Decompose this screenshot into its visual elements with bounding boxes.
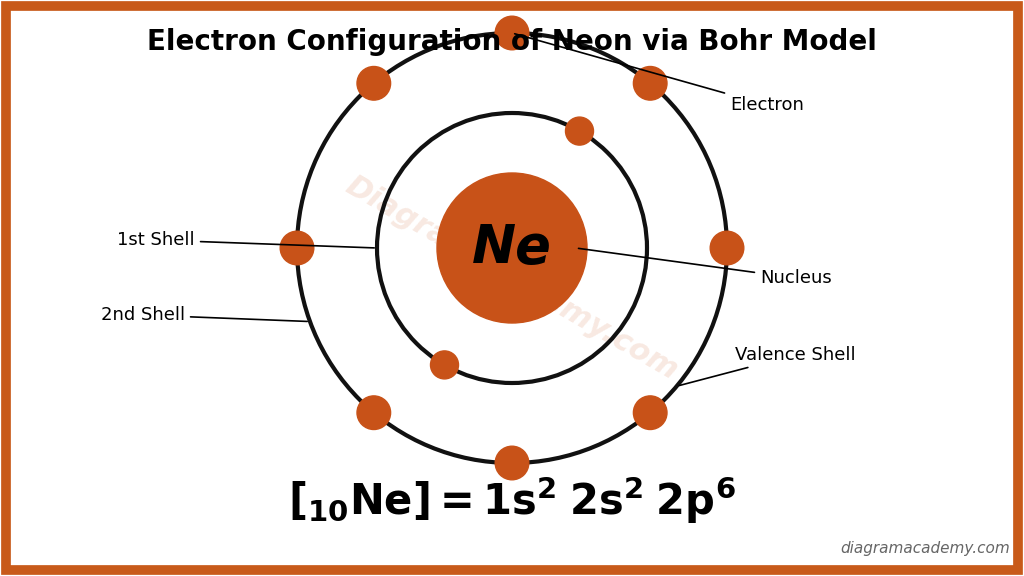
Text: Nucleus: Nucleus bbox=[579, 248, 831, 287]
Circle shape bbox=[357, 66, 390, 100]
Text: Ne: Ne bbox=[472, 222, 552, 274]
Text: Diagramacademy.com: Diagramacademy.com bbox=[341, 170, 683, 385]
Circle shape bbox=[711, 231, 743, 265]
Text: diagramacademy.com: diagramacademy.com bbox=[841, 541, 1010, 556]
Circle shape bbox=[496, 16, 528, 50]
Text: 1st Shell: 1st Shell bbox=[118, 231, 374, 249]
Circle shape bbox=[437, 173, 587, 323]
Circle shape bbox=[281, 231, 313, 265]
Circle shape bbox=[634, 396, 667, 430]
Text: Electron Configuration of Neon via Bohr Model: Electron Configuration of Neon via Bohr … bbox=[147, 28, 877, 56]
Circle shape bbox=[357, 396, 390, 430]
Circle shape bbox=[496, 446, 528, 480]
Circle shape bbox=[565, 117, 594, 145]
Text: Valence Shell: Valence Shell bbox=[679, 346, 856, 385]
Circle shape bbox=[634, 66, 667, 100]
Text: Electron: Electron bbox=[515, 34, 804, 114]
Circle shape bbox=[430, 351, 459, 379]
Text: $\mathbf{[_{10}Ne] = 1s^2\;2s^2\;2p^6}$: $\mathbf{[_{10}Ne] = 1s^2\;2s^2\;2p^6}$ bbox=[288, 474, 736, 526]
Text: 2nd Shell: 2nd Shell bbox=[101, 306, 307, 324]
